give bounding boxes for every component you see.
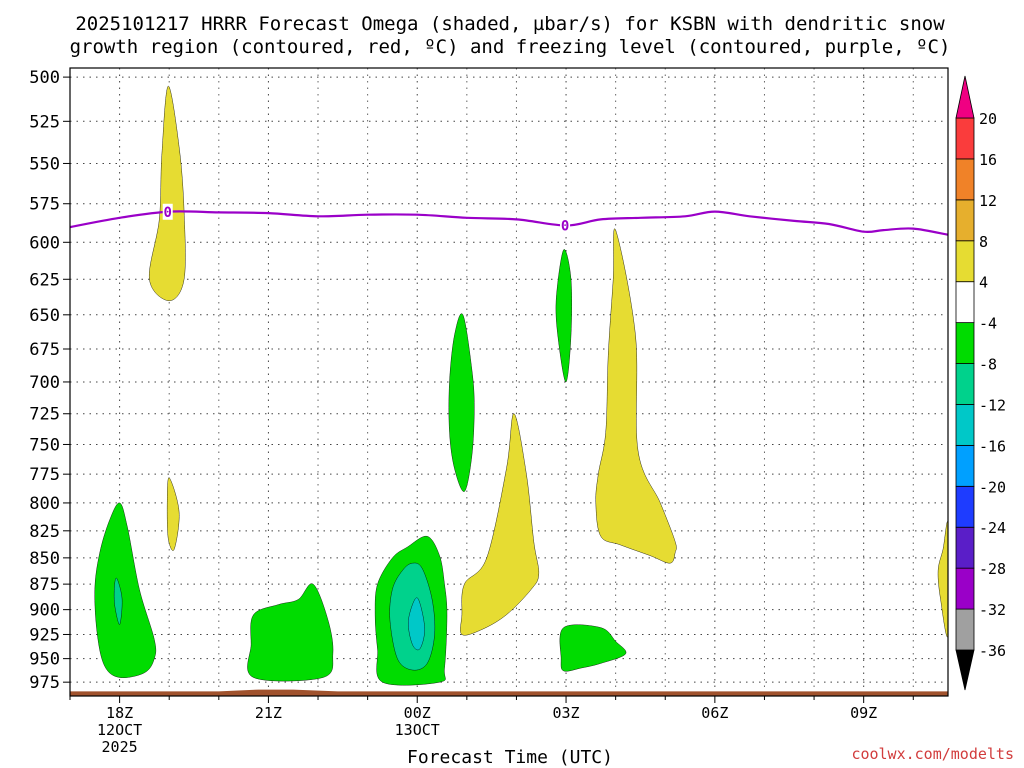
colorbar-tick-label: -24 (979, 519, 1006, 537)
colorbar-swatch (955, 444, 975, 487)
colorbar-swatch (955, 567, 975, 610)
colorbar-swatch (955, 75, 975, 119)
colorbar-tick-label: 8 (979, 233, 988, 251)
x-tick-label: 2025 (102, 738, 138, 756)
title-line-1: 2025101217 HRRR Forecast Omega (shaded, … (75, 13, 945, 35)
omega-region-negative-7 (555, 249, 572, 383)
colorbar-tick-label: -28 (979, 560, 1006, 578)
omega-region-positive-2 (460, 413, 540, 636)
omega-region-negative-2 (247, 583, 334, 682)
y-tick-label: 975 (29, 673, 60, 693)
colorbar-tick-label: -32 (979, 601, 1006, 619)
colorbar-tick-label: 4 (979, 274, 988, 292)
y-tick-label: 625 (29, 270, 60, 290)
plot-area: 00 (69, 67, 949, 697)
freezing-label-bg-1 (560, 217, 571, 234)
colorbar-tick-label: -8 (979, 356, 997, 374)
x-tick-label: 18Z (106, 704, 133, 722)
y-tick-label: 650 (29, 306, 60, 326)
omega-region-negative-0 (94, 502, 157, 678)
colorbar-tick-label: -12 (979, 396, 1006, 414)
colorbar-swatch (955, 240, 975, 283)
y-tick-label: 675 (29, 340, 60, 360)
colorbar-tick-label: -20 (979, 478, 1006, 496)
colorbar-tick-label: -36 (979, 642, 1006, 660)
colorbar-tick-label: 12 (979, 192, 997, 210)
credit-label: coolwx.com/modelts (851, 745, 1014, 763)
colorbar-tick-label: -16 (979, 437, 1006, 455)
y-tick-label: 500 (29, 68, 60, 88)
colorbar: -36 -32 -28 -24 -20 -16 -12 -8 -4 4 8 12 16 20 (955, 75, 1006, 691)
y-tick-label: 775 (29, 465, 60, 485)
freezing-level-label: 0 (561, 218, 569, 234)
colorbar-swatch (955, 485, 975, 528)
y-tick-label: 950 (29, 650, 60, 670)
colorbar-swatch (955, 526, 975, 569)
colorbar-swatch (955, 117, 975, 160)
omega-region-negative-8 (559, 624, 627, 672)
colorbar-swatch (955, 608, 975, 651)
x-tick-label: 12OCT (97, 721, 142, 739)
chart-title: 2025101217 HRRR Forecast Omega (shaded, … (70, 13, 951, 58)
omega-region-negative-1 (113, 577, 123, 625)
colorbar-swatch (955, 649, 975, 691)
freezing-label-bg-0 (162, 203, 173, 220)
x-tick-label: 09Z (850, 704, 877, 722)
x-tick-label: 21Z (255, 704, 282, 722)
omega-region-positive-0 (149, 85, 186, 302)
omega-region-positive-3 (595, 228, 677, 564)
omega-region-positive-4 (937, 521, 948, 638)
colorbar-swatch (955, 158, 975, 201)
y-tick-label: 600 (29, 233, 60, 253)
plot-inner: 00 (70, 68, 948, 696)
y-axis: 500 525 550 575 600 625 650 675 700 725 750 775 800 8… (29, 68, 70, 693)
surface-terrain (70, 689, 948, 696)
y-tick-label: 700 (29, 373, 60, 393)
omega-region-negative-5 (408, 597, 425, 651)
freezing-level-label: 0 (164, 205, 172, 221)
y-tick-label: 925 (29, 625, 60, 645)
colorbar-swatch (955, 199, 975, 242)
colorbar-swatch (955, 322, 975, 364)
colorbar-tick-label: 16 (979, 151, 997, 169)
y-tick-label: 825 (29, 522, 60, 542)
freezing-level-line (70, 210, 948, 236)
colorbar-tick-label: -4 (979, 315, 997, 333)
y-tick-label: 875 (29, 575, 60, 595)
colorbar-swatch (955, 281, 975, 324)
y-tick-label: 550 (29, 154, 60, 174)
y-tick-label: 750 (29, 435, 60, 455)
colorbar-swatch (955, 404, 975, 446)
omega-region-positive-1 (166, 477, 180, 551)
colorbar-tick-label: 20 (979, 110, 997, 128)
x-tick-label: 03Z (552, 704, 579, 722)
x-axis-label: Forecast Time (UTC) (407, 747, 613, 768)
x-tick-label: 06Z (701, 704, 728, 722)
y-tick-label: 800 (29, 494, 60, 514)
title-line-2: growth region (contoured, red, ºC) and f… (70, 36, 951, 58)
y-tick-label: 575 (29, 195, 60, 215)
y-tick-label: 725 (29, 405, 60, 425)
x-tick-label: 00Z (404, 704, 431, 722)
y-tick-label: 850 (29, 549, 60, 569)
y-tick-label: 525 (29, 112, 60, 132)
colorbar-swatch (955, 363, 975, 405)
y-tick-label: 900 (29, 601, 60, 621)
omega-region-negative-6 (448, 313, 475, 492)
x-tick-label: 13OCT (395, 721, 440, 739)
omega-regions (94, 85, 948, 686)
